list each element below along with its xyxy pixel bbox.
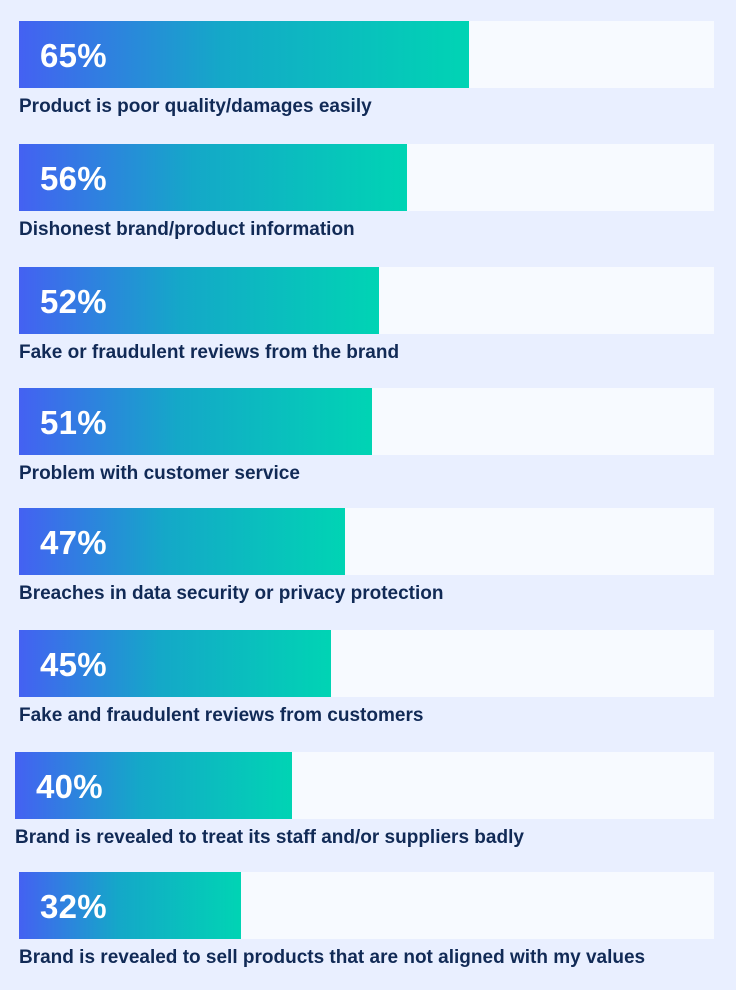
value-label: 45%: [40, 646, 107, 683]
bar-fill: [19, 872, 241, 939]
bar-fill: [15, 752, 292, 819]
bar-item: 56% Dishonest brand/product information: [19, 144, 714, 240]
bar-fill: [19, 508, 345, 575]
bar-fill: [19, 144, 407, 211]
category-label: Fake and fraudulent reviews from custome…: [19, 705, 424, 726]
value-label: 52%: [40, 283, 107, 320]
category-label: Product is poor quality/damages easily: [19, 96, 372, 117]
category-label: Breaches in data security or privacy pro…: [19, 583, 444, 604]
value-label: 40%: [36, 768, 103, 805]
value-label: 32%: [40, 888, 107, 925]
bar-fill: [19, 21, 469, 88]
category-label: Brand is revealed to treat its staff and…: [15, 827, 524, 848]
category-label: Brand is revealed to sell products that …: [19, 947, 646, 968]
value-label: 65%: [40, 37, 107, 74]
category-label: Fake or fraudulent reviews from the bran…: [19, 342, 400, 363]
bar-item: 65% Product is poor quality/damages easi…: [19, 21, 714, 117]
bar-item: 45% Fake and fraudulent reviews from cus…: [19, 630, 714, 726]
bar-item: 51% Problem with customer service: [19, 388, 714, 484]
bar-fill: [19, 388, 372, 455]
bar-item: 47% Breaches in data security or privacy…: [19, 508, 714, 604]
value-label: 51%: [40, 404, 107, 441]
value-label: 56%: [40, 160, 107, 197]
value-label: 47%: [40, 524, 107, 561]
category-label: Dishonest brand/product information: [19, 219, 355, 240]
bar-item: 32% Brand is revealed to sell products t…: [19, 872, 714, 968]
bar-item: 40% Brand is revealed to treat its staff…: [15, 752, 714, 848]
bar-fill: [19, 267, 379, 334]
bar-fill: [19, 630, 331, 697]
category-label: Problem with customer service: [19, 463, 300, 484]
bar-item: 52% Fake or fraudulent reviews from the …: [19, 267, 714, 363]
